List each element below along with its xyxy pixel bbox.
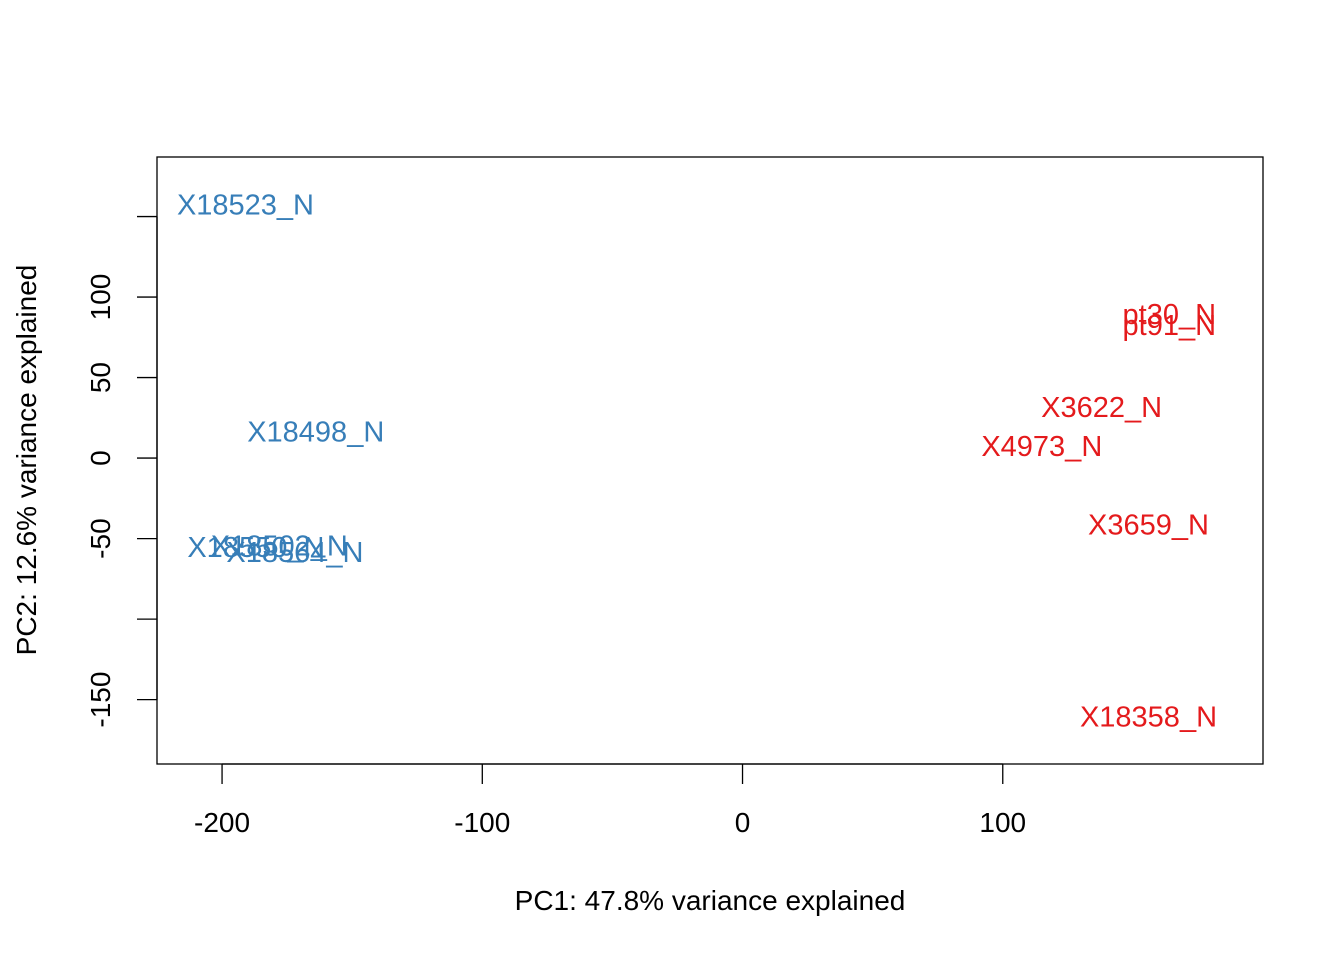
y-tick-label: -50 [85,518,116,558]
x-axis: -200 -100 0 100 [194,763,1026,838]
y-tick-label: 0 [85,450,116,466]
y-tick-label: -150 [85,672,116,728]
y-tick-label: 50 [85,362,116,393]
y-tick-label: 100 [85,274,116,321]
point-label: X18550_N [187,532,324,564]
point-label: X18502_N [211,531,348,563]
y-axis-title: PC2: 12.6% variance explained [11,265,42,656]
point-label: pt30_N [1123,299,1217,331]
x-tick-label: 0 [735,807,751,838]
point-label: X3622_N [1041,392,1162,424]
point-label: X3659_N [1088,510,1209,542]
point-label: X18358_N [1080,701,1217,733]
x-axis-title: PC1: 47.8% variance explained [515,885,906,916]
point-label: pt91_N [1123,310,1217,342]
point-labels: X18523_N X18498_N X18550_NX18502_NX18564_N… [177,189,1217,733]
point-label: X4973_N [981,431,1102,463]
point-label: X18498_N [247,416,384,448]
x-tick-label: -100 [454,807,510,838]
point-label: X18564_N [226,537,363,569]
x-tick-label: 100 [979,807,1026,838]
point-label: X18523_N [177,189,314,221]
y-axis: -150 -50 0 50 100 [85,215,158,728]
x-tick-label: -200 [194,807,250,838]
